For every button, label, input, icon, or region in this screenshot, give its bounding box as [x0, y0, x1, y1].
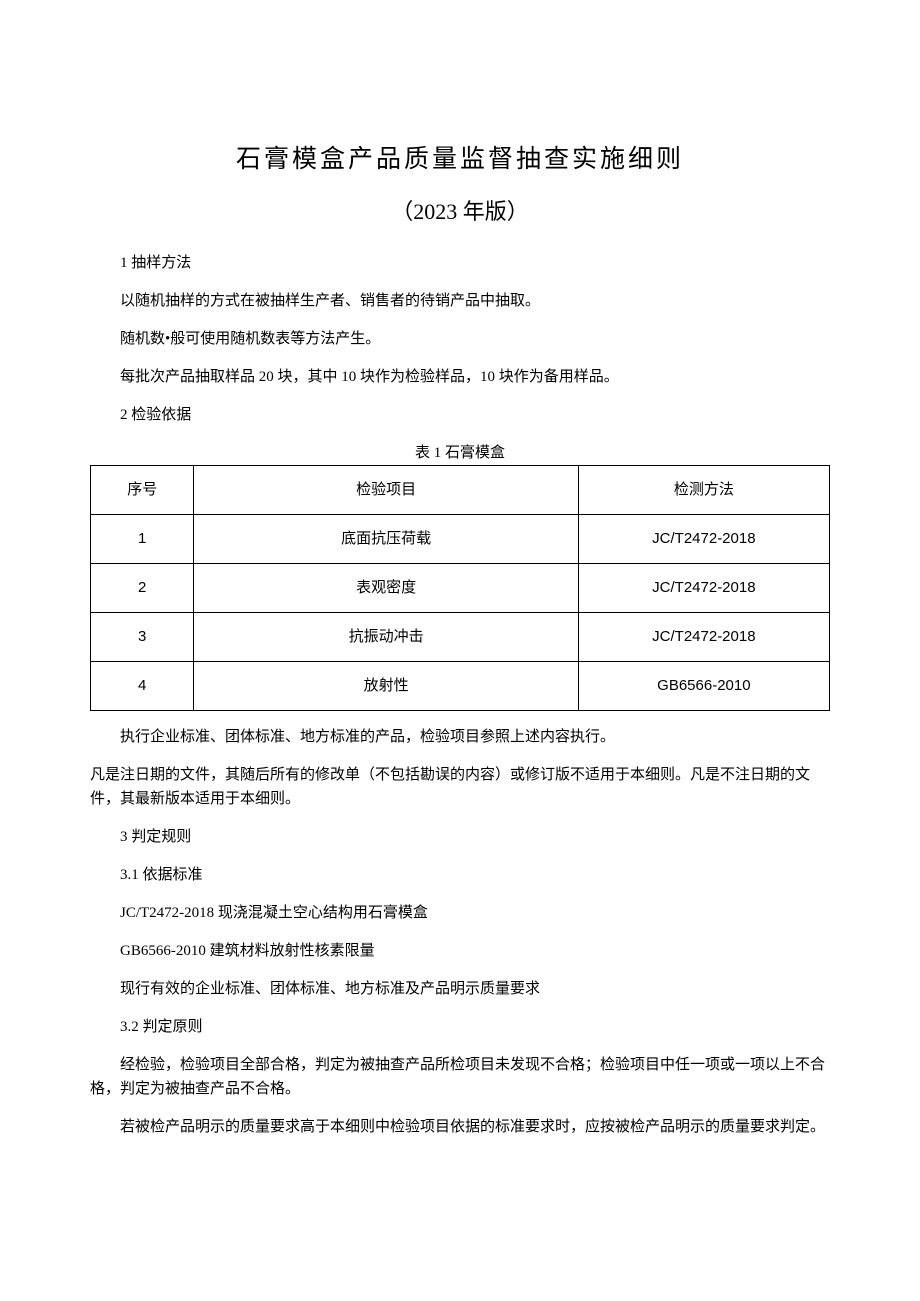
table-cell-item: 放射性	[194, 662, 578, 711]
table-header-row: 序号 检验项目 检测方法	[91, 466, 830, 515]
section-1-para-3: 每批次产品抽取样品 20 块，其中 10 块作为检验样品，10 块作为备用样品。	[90, 365, 830, 389]
table-cell-item: 表观密度	[194, 564, 578, 613]
section-1-heading: 1 抽样方法	[90, 251, 830, 275]
section-2-para-after-2: 凡是注日期的文件，其随后所有的修改单（不包括勘误的内容）或修订版不适用于本细则。…	[90, 763, 830, 811]
table-cell-item: 底面抗压荷载	[194, 515, 578, 564]
table-cell-index: 3	[91, 613, 194, 662]
table-row: 1 底面抗压荷载 JC/T2472-2018	[91, 515, 830, 564]
section-3-1-para-1: JC/T2472-2018 现浇混凝土空心结构用石膏模盒	[90, 901, 830, 925]
table-cell-method: GB6566-2010	[578, 662, 829, 711]
table-cell-method: JC/T2472-2018	[578, 515, 829, 564]
section-2-para-after-1: 执行企业标准、团体标准、地方标准的产品，检验项目参照上述内容执行。	[90, 725, 830, 749]
section-3-2-heading: 3.2 判定原则	[90, 1015, 830, 1039]
section-3-heading: 3 判定规则	[90, 825, 830, 849]
table-header-index: 序号	[91, 466, 194, 515]
section-3-2-para-2: 若被检产品明示的质量要求高于本细则中检验项目依据的标准要求时，应按被检产品明示的…	[90, 1115, 830, 1139]
table-cell-item: 抗振动冲击	[194, 613, 578, 662]
section-3-1-para-3: 现行有效的企业标准、团体标准、地方标准及产品明示质量要求	[90, 977, 830, 1001]
section-3-1-heading: 3.1 依据标准	[90, 863, 830, 887]
section-1-para-2: 随机数•般可使用随机数表等方法产生。	[90, 327, 830, 351]
section-1-para-1: 以随机抽样的方式在被抽样生产者、销售者的待销产品中抽取。	[90, 289, 830, 313]
table-cell-index: 2	[91, 564, 194, 613]
table-cell-method: JC/T2472-2018	[578, 564, 829, 613]
table-row: 2 表观密度 JC/T2472-2018	[91, 564, 830, 613]
section-3-2-para-1: 经检验，检验项目全部合格，判定为被抽查产品所检项目未发现不合格；检验项目中任一项…	[90, 1053, 830, 1101]
table-caption: 表 1 石膏模盒	[90, 441, 830, 465]
document-page: 石膏模盒产品质量监督抽查实施细则 （2023 年版） 1 抽样方法 以随机抽样的…	[0, 0, 920, 1233]
table-cell-method: JC/T2472-2018	[578, 613, 829, 662]
section-3-1-para-2: GB6566-2010 建筑材料放射性核素限量	[90, 939, 830, 963]
table-row: 4 放射性 GB6566-2010	[91, 662, 830, 711]
document-title: 石膏模盒产品质量监督抽查实施细则	[90, 140, 830, 180]
table-cell-index: 1	[91, 515, 194, 564]
table-row: 3 抗振动冲击 JC/T2472-2018	[91, 613, 830, 662]
table-header-method: 检测方法	[578, 466, 829, 515]
table-header-item: 检验项目	[194, 466, 578, 515]
document-subtitle: （2023 年版）	[90, 194, 830, 229]
section-2-heading: 2 检验依据	[90, 403, 830, 427]
table-cell-index: 4	[91, 662, 194, 711]
inspection-table: 序号 检验项目 检测方法 1 底面抗压荷载 JC/T2472-2018 2 表观…	[90, 465, 830, 711]
